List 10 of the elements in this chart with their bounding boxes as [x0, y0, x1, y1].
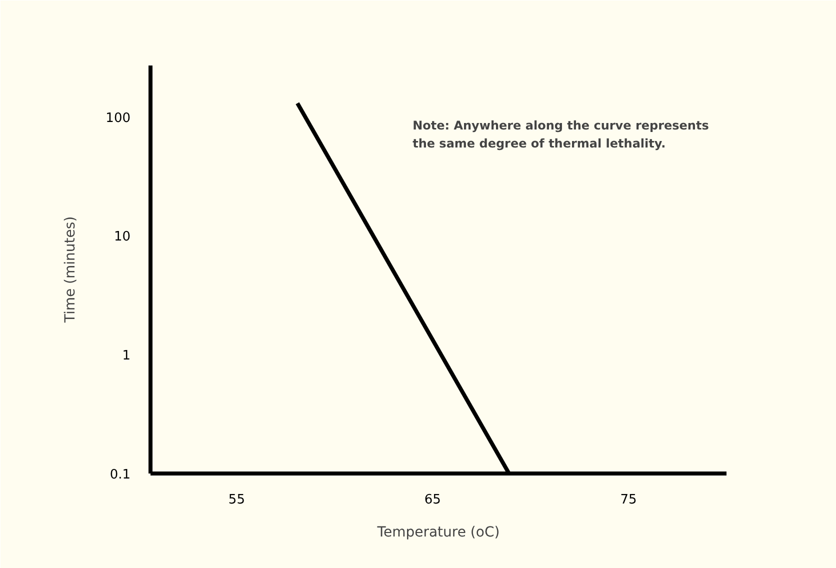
y-axis-title: Time (minutes) [62, 216, 79, 324]
annotation: Note: Anywhere along the curve represents the same degree of thermal lethality. [412, 118, 709, 151]
x-axis-title: Temperature (oC) [376, 524, 500, 540]
y-tick-label: 10 [114, 230, 131, 245]
x-tick-label: 55 [228, 492, 245, 508]
x-tick-label: 65 [424, 492, 441, 508]
y-tick-label: 100 [106, 110, 131, 126]
x-tick-label: 75 [620, 492, 637, 508]
y-tick-label: 1 [122, 348, 131, 364]
y-tick-label: 0.1 [110, 468, 131, 482]
